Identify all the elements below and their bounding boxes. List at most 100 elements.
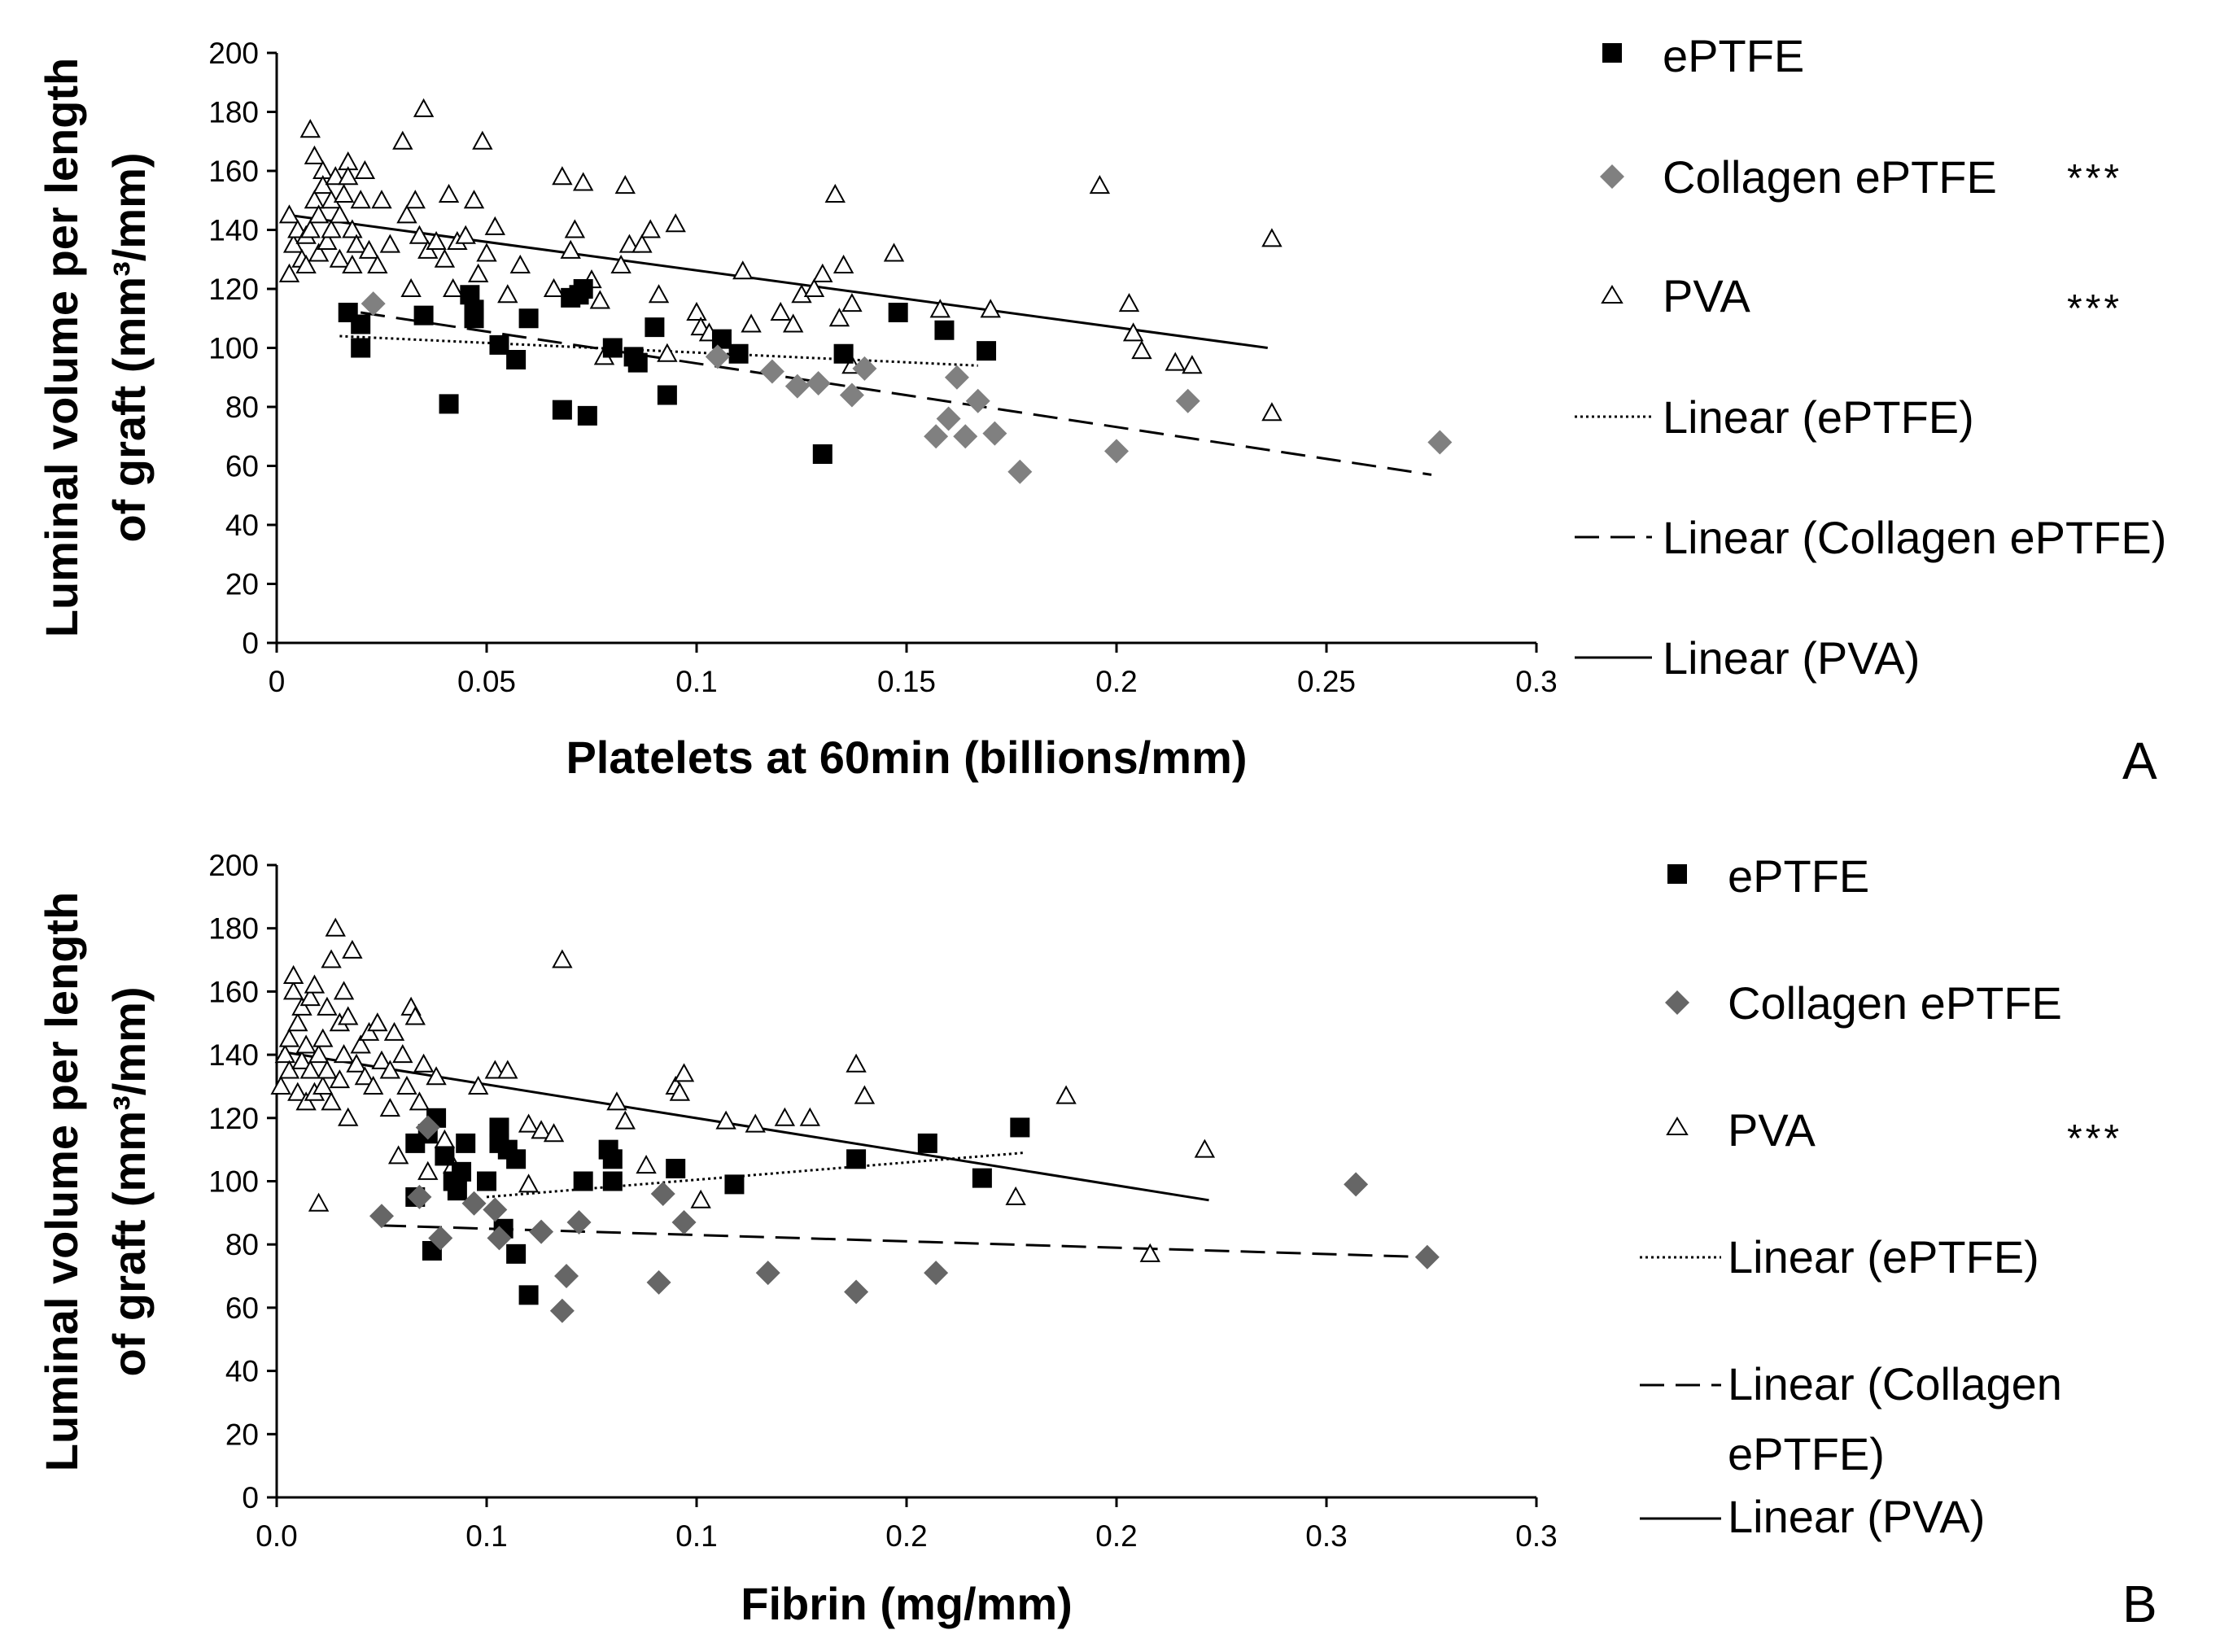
point-eptfe: [464, 308, 484, 329]
y-tick-label: 200: [208, 37, 259, 70]
panel-a-plot-area: 0 20 40 60 80 100 120 140 160 180 200 0 0.05 0.1 0.15…: [208, 37, 1557, 698]
point-pva: [690, 1189, 711, 1208]
point-eptfe: [506, 1243, 527, 1264]
point-pva: [552, 166, 573, 186]
point-pva: [531, 1120, 552, 1139]
point-pva: [304, 190, 326, 209]
point-pva: [312, 1028, 334, 1047]
point-collagen-eptfe: [924, 424, 949, 449]
panel-a-x-label: Platelets at 60min (billions/mm): [566, 732, 1247, 783]
point-pva: [518, 1173, 540, 1193]
point-pva: [665, 213, 686, 233]
point-pva: [321, 949, 342, 968]
point-pva: [618, 234, 640, 253]
point-collagen-eptfe: [361, 291, 386, 317]
point-pva: [828, 308, 850, 327]
y-tick-label: 60: [225, 450, 259, 483]
point-pva: [287, 1082, 308, 1101]
point-collagen-eptfe: [759, 359, 784, 384]
legend-a-label-linear-eptfe: Linear (ePTFE): [1663, 391, 1974, 443]
legend-b-label-linear-eptfe: Linear (ePTFE): [1728, 1231, 2039, 1283]
x-tick-label: 0.1: [465, 1519, 507, 1553]
point-pva: [329, 1069, 351, 1089]
point-pva: [312, 1075, 334, 1095]
legend-b-label-linear-collagen-2: ePTFE): [1728, 1428, 1885, 1479]
point-pva: [564, 219, 586, 238]
point-eptfe: [934, 320, 955, 340]
point-pva: [1089, 175, 1111, 194]
point-pva: [282, 981, 304, 1000]
point-pva: [379, 234, 401, 253]
point-collagen-eptfe: [646, 1270, 671, 1295]
point-collagen-eptfe: [944, 365, 969, 390]
point-pva: [308, 1044, 330, 1064]
point-pva: [631, 234, 653, 253]
point-eptfe: [413, 305, 434, 326]
point-pva: [338, 166, 359, 186]
panel-b-plot-area: 0 20 40 60 80 100 120 140 160 180 200 0.0 0.1 0.1 0.2…: [208, 849, 1557, 1553]
point-pva: [409, 225, 430, 244]
legend-b-label-collagen: Collagen ePTFE: [1728, 977, 2062, 1029]
point-collagen-eptfe: [1344, 1172, 1369, 1197]
point-pva: [572, 172, 594, 191]
trendline-dashed: [381, 1224, 1427, 1259]
point-eptfe: [812, 444, 832, 464]
point-eptfe: [552, 400, 572, 420]
legend-b-sig-pva: ***: [2067, 1117, 2122, 1160]
point-pva: [362, 1075, 384, 1095]
y-tick-label: 160: [208, 975, 259, 1008]
point-pva: [278, 1060, 300, 1079]
y-tick-label: 120: [208, 1102, 259, 1135]
point-pva: [472, 130, 493, 150]
panel-b-y-ticks: 0 20 40 60 80 100 120 140 160 180 200: [208, 849, 277, 1514]
x-tick-label: 0.0: [256, 1519, 297, 1553]
point-collagen-eptfe: [705, 344, 730, 369]
x-tick-label: 0.1: [675, 665, 717, 698]
point-pva: [333, 183, 355, 203]
point-pva: [614, 1110, 636, 1130]
panel-a-points: [278, 98, 1453, 484]
point-pva: [434, 248, 456, 268]
point-pva: [497, 1060, 518, 1079]
legend-a-label-eptfe: ePTFE: [1663, 30, 1804, 81]
legend-b-marker-collagen: [1665, 990, 1689, 1015]
point-eptfe: [888, 303, 908, 322]
point-pva: [803, 278, 825, 297]
point-pva: [329, 204, 351, 224]
point-pva: [317, 1060, 338, 1079]
point-eptfe: [657, 385, 677, 405]
point-pva: [287, 1012, 308, 1032]
point-collagen-eptfe: [982, 421, 1007, 446]
point-pva: [274, 1044, 296, 1064]
point-pva: [282, 964, 304, 984]
point-eptfe: [627, 352, 648, 373]
point-eptfe: [1010, 1117, 1030, 1138]
point-pva: [350, 1034, 371, 1054]
point-eptfe: [917, 1133, 937, 1153]
point-pva: [329, 248, 351, 268]
point-pva: [350, 190, 371, 209]
point-pva: [1131, 340, 1152, 360]
point-pva: [673, 1063, 695, 1082]
point-pva: [640, 219, 661, 238]
point-pva: [354, 1066, 376, 1086]
point-pva: [404, 190, 426, 209]
point-pva: [270, 1075, 291, 1095]
point-eptfe: [577, 405, 597, 426]
point-pva: [636, 1154, 657, 1174]
point-eptfe: [602, 1171, 623, 1191]
point-pva: [770, 301, 791, 321]
y-tick-label: 60: [225, 1291, 259, 1325]
point-collagen-eptfe: [554, 1264, 579, 1289]
y-tick-label: 180: [208, 912, 259, 946]
point-pva: [1139, 1243, 1160, 1262]
y-tick-label: 0: [242, 627, 259, 660]
point-pva: [657, 343, 678, 362]
point-pva: [980, 299, 1001, 318]
legend-a-marker-collagen: [1600, 164, 1624, 189]
x-tick-label: 0.2: [885, 1519, 927, 1553]
point-pva: [304, 974, 326, 994]
point-eptfe: [518, 308, 539, 329]
panel-a-y-ticks: 0 20 40 60 80 100 120 140 160 180 200: [208, 37, 277, 660]
